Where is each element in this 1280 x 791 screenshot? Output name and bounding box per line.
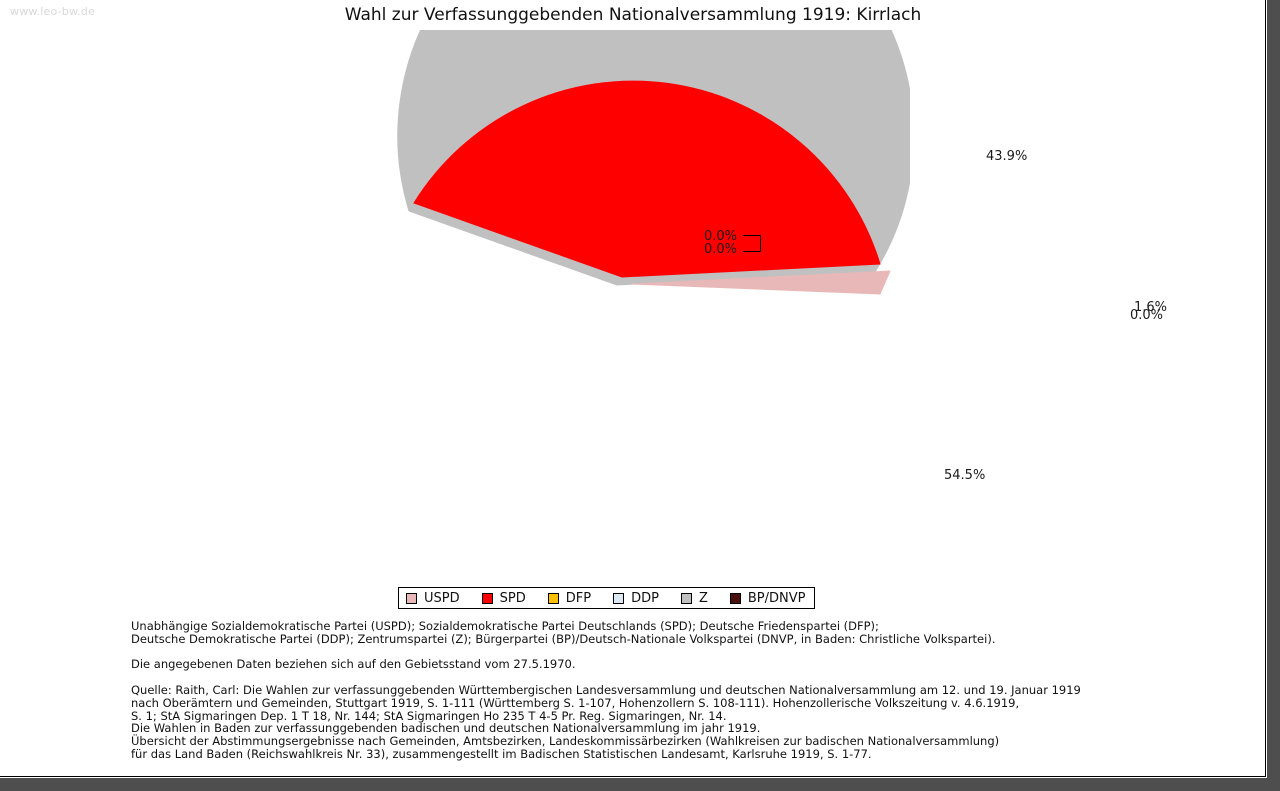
legend-item-dfp[interactable]: DFP [547,590,592,606]
footnote-block: Unabhängige Sozialdemokratische Partei (… [131,620,1211,645]
pie-label-uspd: 1.6% [1134,300,1168,315]
legend-item-label: SPD [499,590,526,606]
legend-swatch-icon [406,592,417,604]
pie-label-ddp: 0.0% [704,242,738,257]
legend-swatch-icon [481,592,493,604]
legend-item-label: Z [698,590,708,606]
legend-swatch-icon [680,592,692,604]
footnote-line: Deutsche Demokratische Partei (DDP); Zen… [131,631,996,646]
pie-chart: 0.0% 0.0% 43.9% 54.5% 1.6% 0.0% [350,30,1167,530]
legend-item-z[interactable]: Z [680,590,708,606]
zero-slice-leader-line [743,235,761,252]
legend-swatch-icon [613,592,625,604]
footnote-line: Die Wahlen in Baden zur verfassunggebend… [131,721,761,736]
footnote-line: S. 1; StA Sigmaringen Dep. 1 T 18, Nr. 1… [131,708,727,723]
footnote-line: Übersicht der Abstimmungsergebnisse nach… [131,733,1000,748]
footnote-line: Die angegebenen Daten beziehen sich auf … [131,657,576,672]
chart-legend: USPD SPD DFP DDP Z BP/DNVP [398,587,816,609]
pie-label-z: 54.5% [944,468,986,483]
legend-swatch-icon [547,592,559,604]
footnote-block: Quelle: Raith, Carl: Die Wahlen zur verf… [131,684,1211,760]
footnote-block: Die angegebenen Daten beziehen sich auf … [131,658,1211,671]
pie-label-spd: 43.9% [986,149,1028,164]
pie-chart-area: 0.0% 0.0% 43.9% 54.5% 1.6% 0.0% [0,30,1266,575]
footnote-line: Quelle: Raith, Carl: Die Wahlen zur verf… [131,683,1081,698]
pie-slice-uspd[interactable] [631,270,891,295]
legend-item-label: DDP [631,590,659,606]
legend-item-ddp[interactable]: DDP [613,591,659,606]
window-shadow-right [1267,0,1280,791]
pie-slice-spd[interactable] [413,80,881,278]
legend-item-spd[interactable]: SPD [481,590,526,606]
pie-label-dfp: 0.0% [704,229,738,244]
window-shadow-bottom [0,778,1267,791]
chart-footnotes: Unabhängige Sozialdemokratische Partei (… [131,620,1211,760]
legend-item-label: DFP [565,590,592,606]
legend-item-uspd[interactable]: USPD [406,591,460,606]
footnote-line: Unabhängige Sozialdemokratische Partei (… [131,619,879,633]
legend-item-label: BP/DNVP [747,590,806,606]
legend-swatch-icon [729,592,741,604]
chart-title: Wahl zur Verfassunggebenden Nationalvers… [344,5,922,25]
pie-svg [397,30,910,295]
legend-item-bp-dnvp[interactable]: BP/DNVP [729,590,806,606]
legend-item-label: USPD [424,590,460,606]
footnote-line: nach Oberämtern und Gemeinden, Stuttgart… [131,695,1020,710]
footnote-line: für das Land Baden (Reichswahlkreis Nr. … [131,746,872,761]
pie-label-bp-dnvp: 0.0% [1130,308,1164,323]
site-watermark: www.leo-bw.de [10,5,96,18]
